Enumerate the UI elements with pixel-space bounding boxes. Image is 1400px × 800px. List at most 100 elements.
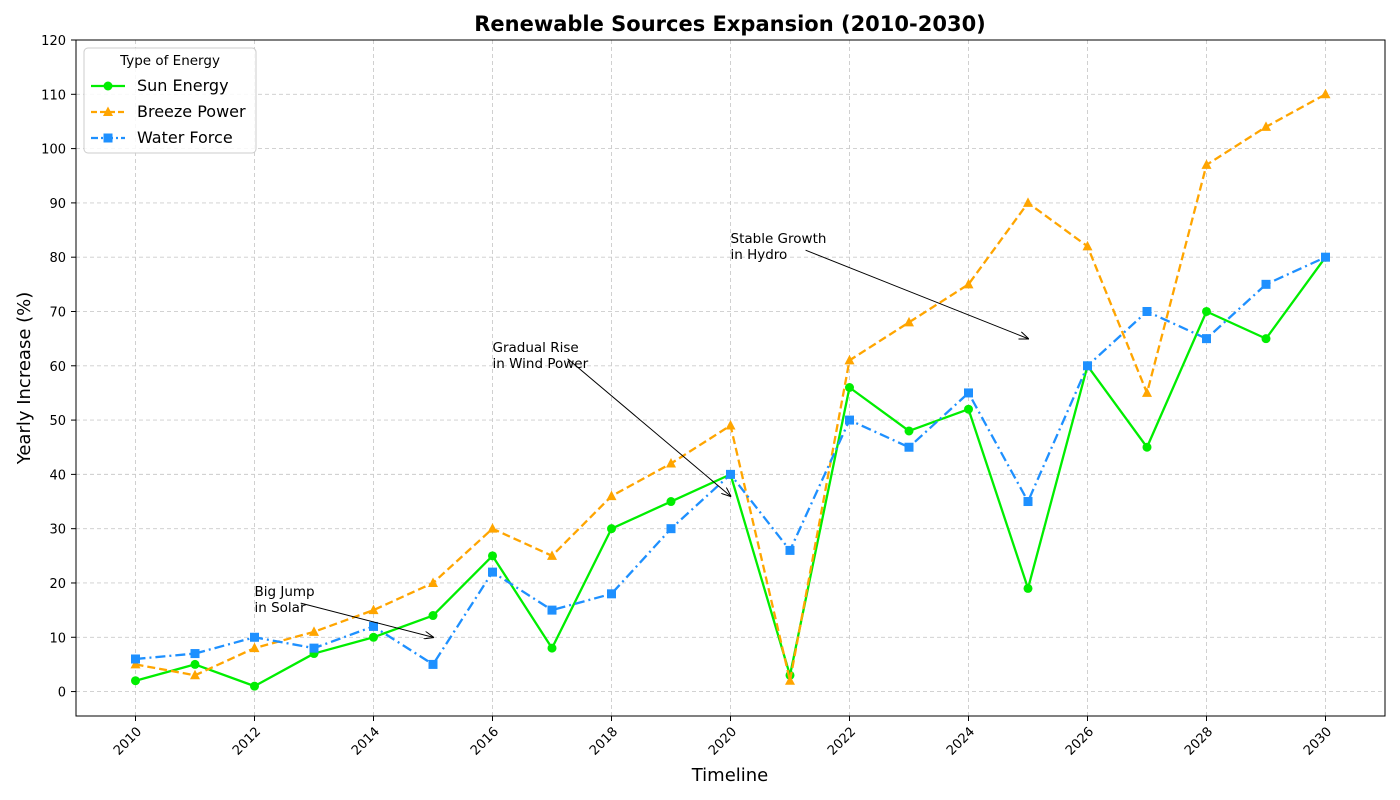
grid [76, 39, 1385, 716]
legend-label: Sun Energy [137, 76, 229, 95]
data-point [1142, 387, 1152, 397]
data-point [1023, 583, 1033, 593]
annotation: Big Jump in Solar [255, 584, 434, 637]
data-point [250, 681, 259, 691]
series-lines [130, 88, 1331, 691]
data-point [428, 659, 438, 669]
data-point [845, 415, 854, 425]
y-tick-label: 30 [49, 523, 66, 538]
x-tick-label: 2018 [587, 725, 621, 759]
data-point [250, 632, 259, 642]
y-axis-label: Yearly Increase (%) [14, 292, 35, 466]
data-point [844, 354, 855, 365]
series-breeze-power [130, 88, 1331, 685]
chart-title: Renewable Sources Expansion (2010-2030) [474, 12, 986, 36]
data-point [131, 676, 140, 686]
data-point [785, 545, 795, 555]
data-point [131, 654, 140, 664]
data-point [1202, 306, 1211, 316]
x-tick-label: 2022 [825, 725, 859, 759]
y-tick-label: 70 [49, 305, 66, 320]
plot-frame [75, 39, 1386, 717]
data-point [845, 383, 854, 393]
data-point [547, 605, 557, 615]
data-point [428, 611, 438, 621]
data-point [1083, 361, 1092, 371]
data-point [487, 523, 498, 533]
data-point [1261, 334, 1271, 344]
data-point [1023, 197, 1033, 207]
legend-label: Breeze Power [137, 102, 246, 121]
data-point [964, 388, 973, 398]
annotation-text: Gradual Rise in Wind Power [493, 340, 589, 372]
data-point [190, 669, 200, 680]
data-point [726, 469, 735, 479]
data-point [1142, 306, 1152, 316]
y-tick-label: 120 [41, 34, 66, 49]
y-tick-label: 0 [58, 686, 66, 701]
data-point [249, 642, 260, 653]
data-point [607, 524, 616, 534]
data-point [1082, 240, 1093, 251]
legend-swatch-marker [103, 81, 113, 91]
data-point [547, 643, 557, 653]
y-tick-label: 50 [49, 414, 66, 429]
data-point [666, 458, 676, 468]
legend-swatch-marker [103, 133, 113, 143]
data-point [1201, 159, 1212, 169]
annotation-text: Big Jump in Solar [255, 584, 315, 616]
x-tick-label: 2014 [349, 725, 383, 759]
x-tick-label: 2010 [111, 725, 145, 759]
legend-swatch-marker [103, 106, 113, 116]
annotation-arrow [567, 358, 731, 496]
annotation-arrow [300, 602, 433, 637]
legend-title: Type of Energy [119, 53, 220, 69]
data-point [1321, 252, 1330, 262]
x-axis-label: Timeline [691, 765, 769, 786]
annotation-arrow [805, 249, 1028, 338]
y-tick-label: 90 [49, 197, 66, 212]
legend-label: Water Force [137, 128, 233, 147]
data-point [130, 658, 141, 669]
data-point [904, 316, 914, 327]
series-water-force [131, 252, 1330, 669]
y-tick-label: 20 [49, 577, 66, 592]
x-tick-label: 2016 [468, 725, 502, 759]
y-tick-label: 40 [49, 468, 66, 483]
data-point [725, 420, 736, 430]
y-tick-label: 60 [49, 360, 66, 375]
x-tick-label: 2012 [230, 725, 264, 759]
data-point [309, 626, 319, 636]
y-tick-label: 110 [41, 88, 66, 103]
data-point [1320, 88, 1331, 99]
annotation-text: Stable Growth in Hydro [731, 231, 827, 263]
annotations: Big Jump in Solar Gradual Rise in Wind Powe… [255, 231, 1029, 637]
data-point [666, 524, 676, 534]
data-point [488, 551, 497, 561]
data-point [488, 567, 497, 577]
data-point [309, 643, 319, 653]
data-point [904, 426, 914, 436]
data-point [606, 490, 617, 501]
data-point [964, 404, 973, 414]
data-point [1023, 497, 1033, 507]
x-tick-label: 2024 [944, 725, 978, 759]
data-point [428, 577, 438, 587]
data-point [785, 675, 795, 685]
x-tick-label: 2020 [706, 725, 740, 759]
y-tick-label: 10 [49, 631, 66, 646]
annotation: Stable Growth in Hydro [731, 231, 1029, 338]
x-tick-label: 2026 [1063, 725, 1097, 759]
data-point [904, 442, 914, 452]
data-point [666, 497, 676, 507]
legend-box [83, 47, 257, 154]
data-point [369, 632, 378, 642]
data-point [368, 604, 379, 615]
data-point [1142, 442, 1152, 452]
data-point [547, 550, 557, 560]
x-tick-label: 2030 [1301, 725, 1335, 759]
y-tick-label: 100 [41, 143, 66, 158]
data-point [1261, 121, 1271, 131]
data-point [1202, 334, 1211, 344]
